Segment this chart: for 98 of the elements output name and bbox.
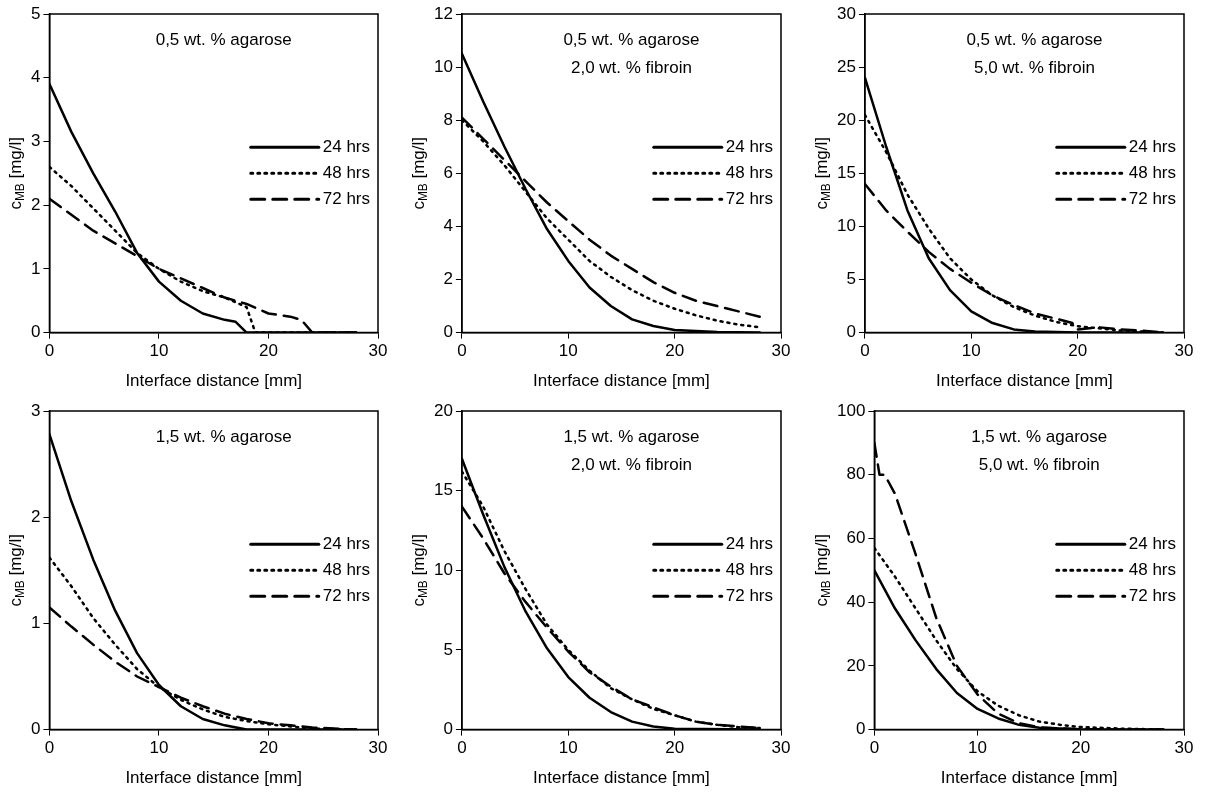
legend-label: 24 hrs (322, 533, 370, 553)
legend-label: 72 hrs (1128, 585, 1176, 605)
legend-label: 48 hrs (322, 162, 370, 182)
legend-label: 48 hrs (725, 559, 773, 579)
text: 0,5 wt. % agarose (966, 29, 1103, 49)
y-tick-label: 0 (30, 322, 41, 342)
y-tick-label: 20 (846, 655, 866, 675)
y-tick-label: 60 (846, 528, 866, 548)
y-tick-label: 0 (855, 719, 866, 739)
x-tick-label: 30 (771, 341, 791, 361)
y-tick-label: 0 (443, 719, 453, 739)
x-tick-label: 0 (457, 341, 467, 361)
y-axis-title: cMB [mg/l] (5, 136, 28, 210)
y-tick-label: 10 (836, 216, 856, 236)
x-tick-label: 30 (1174, 341, 1194, 361)
legend-label: 72 hrs (322, 585, 370, 605)
x-axis-title: Interface distance [mm] (125, 370, 303, 390)
y-tick-label: 25 (836, 56, 856, 76)
x-tick-label: 0 (869, 738, 880, 758)
x-tick-label: 30 (1174, 738, 1194, 758)
text: 1,5 wt. % agarose (971, 426, 1108, 446)
legend-label: 24 hrs (1128, 533, 1176, 553)
y-axis-title: cMB [mg/l] (811, 533, 834, 607)
x-tick-label: 10 (149, 738, 169, 758)
x-axis-title: Interface distance [mm] (940, 767, 1118, 787)
legend-label: 72 hrs (725, 188, 773, 208)
y-tick-label: 6 (443, 162, 453, 182)
x-tick-label: 10 (558, 738, 578, 758)
text: 5,0 wt. % fibroin (978, 454, 1100, 474)
y-axis-title: cMB [mg/l] (5, 533, 28, 607)
legend-label: 24 hrs (725, 136, 773, 156)
y-axis-title: cMB [mg/l] (811, 136, 834, 210)
text: 5,0 wt. % fibroin (973, 57, 1095, 77)
x-tick-label: 30 (368, 341, 388, 361)
y-tick-label: 0 (443, 322, 453, 342)
y-tick-label: 30 (836, 3, 856, 23)
y-tick-label: 12 (433, 3, 453, 23)
y-tick-label: 0 (30, 719, 41, 739)
text: 0,5 wt. % agarose (563, 29, 700, 49)
y-tick-label: 100 (836, 400, 866, 420)
x-axis-title: Interface distance [mm] (125, 767, 303, 787)
text: 1,5 wt. % agarose (155, 426, 292, 446)
x-tick-label: 30 (771, 738, 791, 758)
x-tick-label: 10 (961, 341, 981, 361)
y-tick-label: 15 (433, 480, 453, 500)
legend-label: 48 hrs (322, 559, 370, 579)
x-tick-label: 30 (368, 738, 388, 758)
y-tick-label: 10 (433, 559, 453, 579)
x-tick-label: 0 (44, 341, 55, 361)
x-tick-label: 20 (1068, 341, 1088, 361)
y-tick-label: 2 (443, 269, 453, 289)
x-tick-label: 20 (259, 341, 278, 361)
legend-label: 24 hrs (725, 533, 773, 553)
y-tick-label: 2 (30, 194, 41, 214)
legend-label: 72 hrs (1128, 188, 1176, 208)
x-tick-label: 0 (44, 738, 55, 758)
y-tick-label: 10 (433, 56, 453, 76)
y-tick-label: 5 (443, 639, 453, 659)
y-axis-title: cMB [mg/l] (408, 533, 431, 607)
y-tick-label: 4 (443, 216, 453, 236)
text: 2,0 wt. % fibroin (570, 57, 692, 77)
text: 1,5 wt. % agarose (563, 426, 700, 446)
x-axis-title: Interface distance [mm] (533, 370, 710, 390)
legend-label: 48 hrs (1128, 162, 1176, 182)
x-axis-title: Interface distance [mm] (533, 767, 710, 787)
legend-label: 72 hrs (322, 188, 370, 208)
y-tick-label: 80 (846, 464, 866, 484)
y-tick-label: 40 (846, 591, 866, 611)
legend-label: 24 hrs (322, 136, 370, 156)
y-tick-label: 5 (846, 269, 856, 289)
y-tick-label: 8 (443, 109, 453, 129)
y-tick-label: 15 (836, 162, 856, 182)
y-tick-label: 5 (30, 3, 41, 23)
x-tick-label: 0 (457, 738, 467, 758)
y-tick-label: 4 (30, 67, 41, 87)
legend-label: 48 hrs (1128, 559, 1176, 579)
x-tick-label: 20 (665, 341, 685, 361)
y-tick-label: 3 (30, 400, 41, 420)
x-tick-label: 10 (558, 341, 578, 361)
x-tick-label: 20 (259, 738, 278, 758)
x-tick-label: 10 (149, 341, 169, 361)
y-tick-label: 1 (30, 258, 41, 278)
text: 2,0 wt. % fibroin (570, 454, 692, 474)
y-tick-label: 2 (30, 506, 41, 526)
legend-label: 72 hrs (725, 585, 773, 605)
text: 0,5 wt. % agarose (155, 29, 292, 49)
legend-label: 24 hrs (1128, 136, 1176, 156)
y-tick-label: 20 (836, 109, 856, 129)
y-tick-label: 3 (30, 131, 41, 151)
y-tick-label: 20 (433, 400, 453, 420)
legend-label: 48 hrs (725, 162, 773, 182)
x-axis-title: Interface distance [mm] (936, 370, 1113, 390)
y-tick-label: 0 (846, 322, 856, 342)
y-tick-label: 1 (30, 613, 41, 633)
x-tick-label: 10 (968, 738, 988, 758)
x-tick-label: 20 (665, 738, 685, 758)
y-axis-title: cMB [mg/l] (408, 136, 431, 210)
x-tick-label: 20 (1071, 738, 1091, 758)
